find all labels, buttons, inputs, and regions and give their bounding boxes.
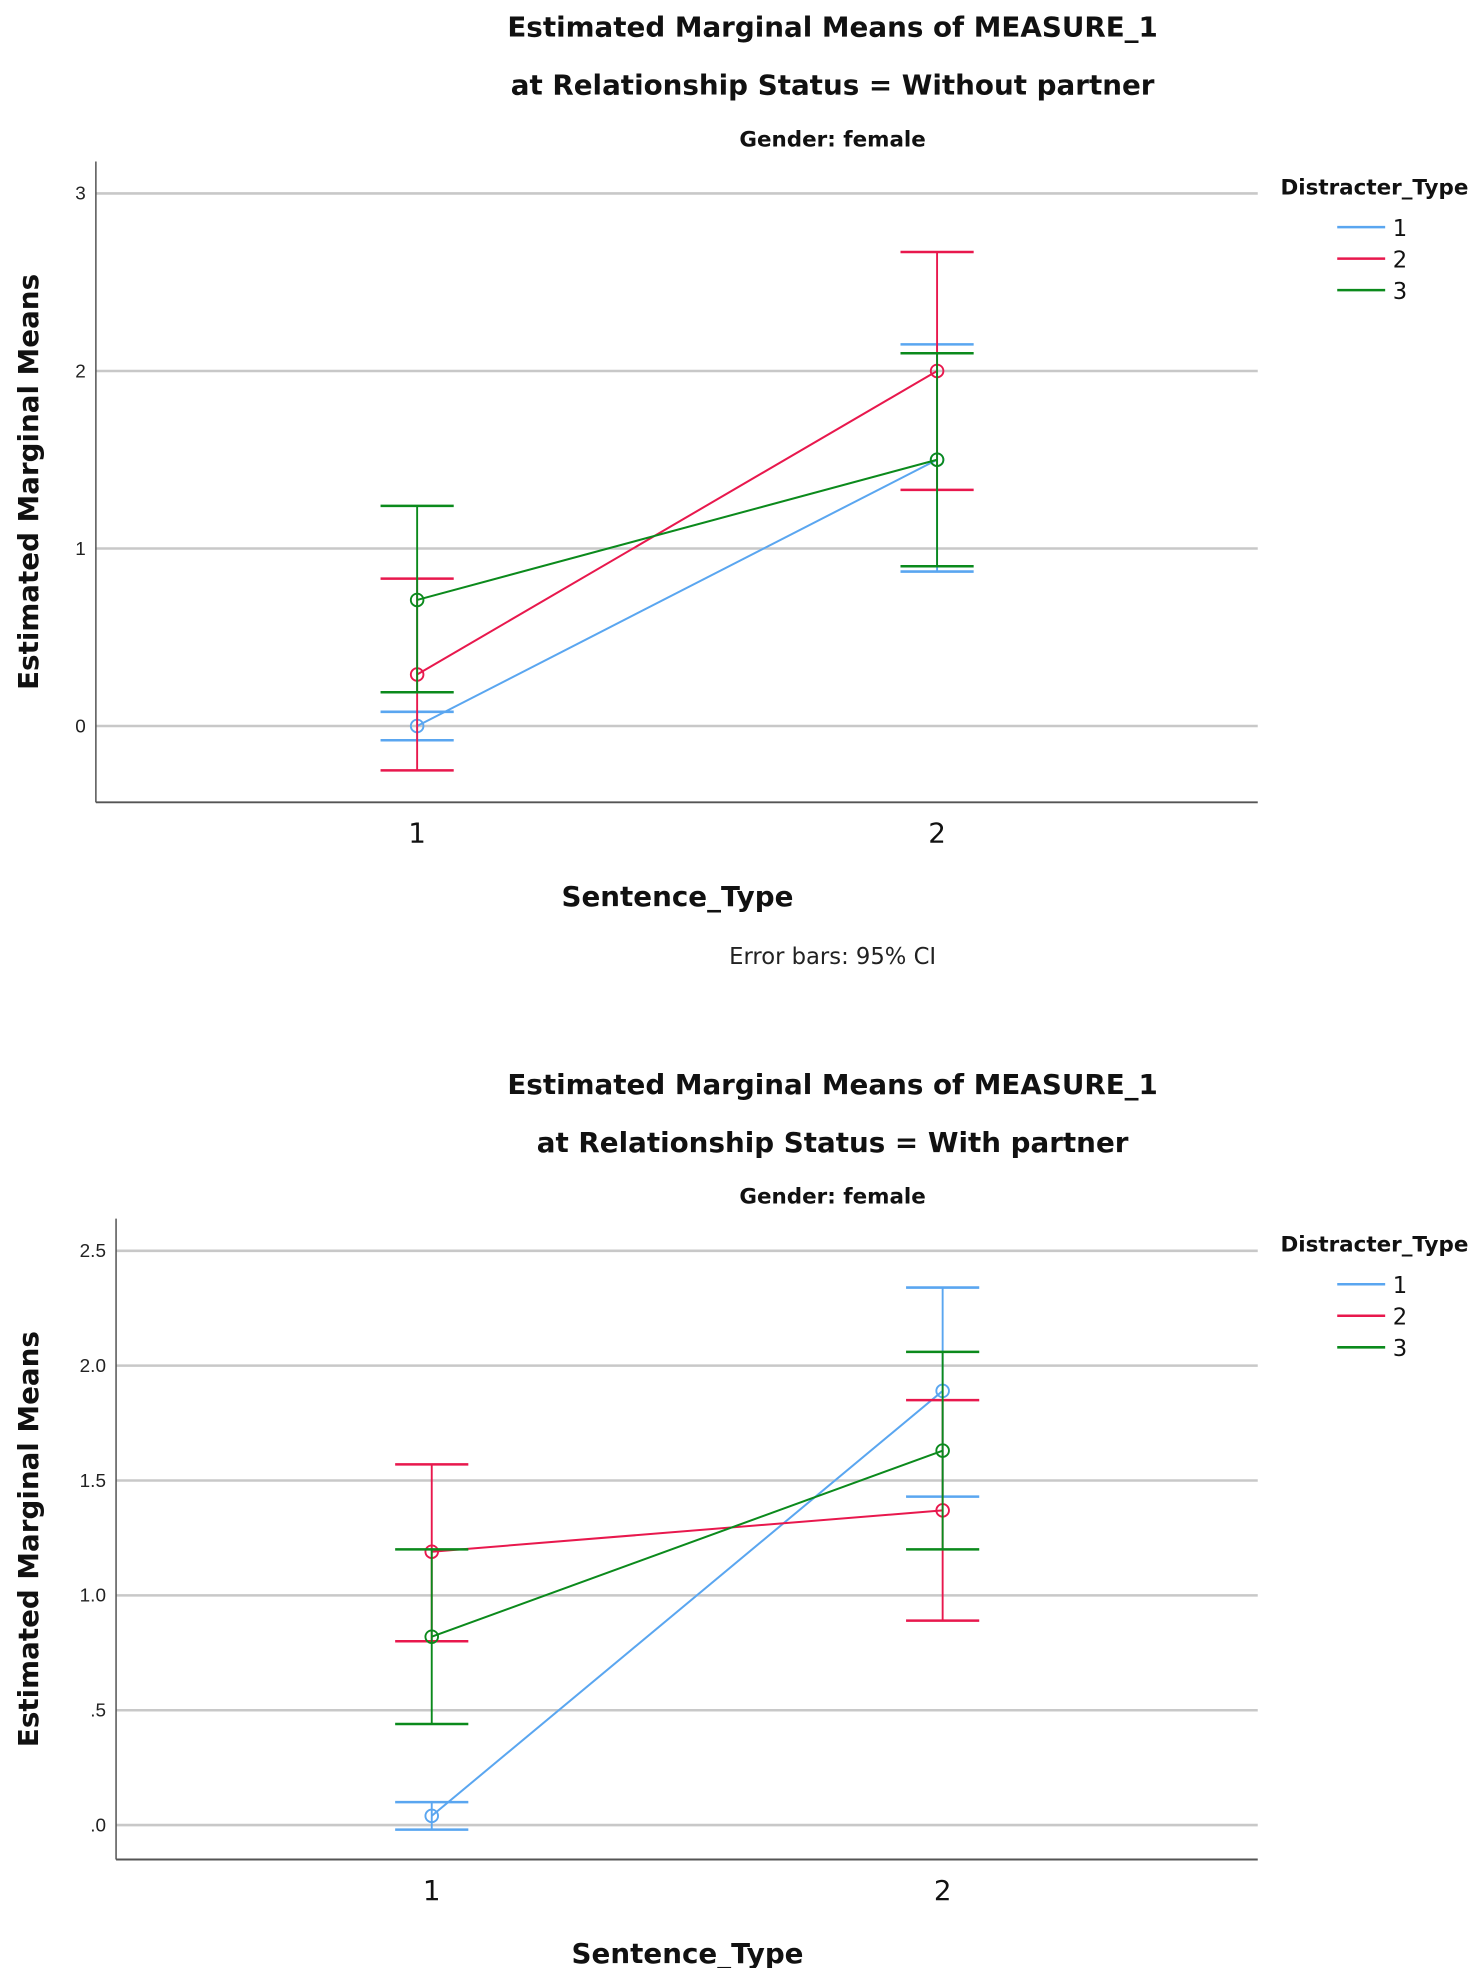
series-1	[395, 1286, 980, 1831]
series-line	[416, 370, 938, 676]
y-tick-label: 2	[75, 361, 86, 382]
y-tick-label: .0	[90, 1815, 106, 1836]
y-tick-label: 1	[75, 539, 86, 560]
legend-label-3: 3	[1393, 279, 1407, 305]
chart-with-partner: Estimated Marginal Means of MEASURE_1 at…	[12, 1068, 1469, 1968]
y-tick-label: 1.0	[80, 1586, 106, 1607]
x-tick-label: 1	[423, 1874, 441, 1907]
data-point	[929, 452, 945, 467]
series-2	[395, 1398, 980, 1643]
y-tick-label: .5	[90, 1701, 106, 1722]
legend-label-2: 2	[1393, 1305, 1407, 1331]
data-point	[424, 1629, 439, 1644]
series-line	[431, 1390, 944, 1817]
x-tick-label: 2	[928, 817, 946, 850]
y-axis-label: Estimated Marginal Means	[12, 1331, 45, 1747]
plot-area: 0 1 2 3 1 2 1 2 3	[75, 161, 1407, 850]
x-tick-label: 1	[408, 817, 426, 850]
series-line	[416, 458, 938, 727]
series-line	[416, 458, 938, 601]
series-1	[380, 343, 974, 742]
y-axis-label: Estimated Marginal Means	[12, 274, 45, 690]
y-tick-label: 2.5	[80, 1241, 106, 1262]
series-3	[380, 351, 974, 694]
series-line	[431, 1449, 943, 1638]
error-bars-note: Error bars: 95% CI	[729, 944, 936, 970]
chart-title: Estimated Marginal Means of MEASURE_1	[507, 1068, 1158, 1101]
chart-subtitle: Gender: female	[739, 127, 925, 152]
legend-label-2: 2	[1393, 247, 1407, 273]
chart-title-line2: at Relationship Status = With partner	[537, 1126, 1129, 1159]
data-point	[424, 1808, 439, 1824]
y-tick-label: 0	[75, 716, 86, 737]
legend-title: Distracter_Type	[1280, 1232, 1468, 1257]
y-tick-label: 3	[75, 184, 86, 205]
series-line	[431, 1509, 943, 1553]
legend-label-1: 1	[1393, 216, 1407, 242]
legend-label-1: 1	[1393, 1273, 1407, 1299]
x-axis-label: Sentence_Type	[561, 880, 793, 913]
plot-area: .0 .5 1.0 1.5 2.0 2.5 1 2 1 2 3	[80, 1218, 1407, 1907]
chart-title-line2: at Relationship Status = Without partner	[511, 69, 1155, 102]
x-axis-label: Sentence_Type	[572, 1937, 804, 1968]
series-2	[380, 250, 974, 772]
data-point	[935, 1443, 950, 1458]
legend-title: Distracter_Type	[1280, 175, 1468, 200]
data-point	[409, 592, 425, 608]
chart-title: Estimated Marginal Means of MEASURE_1	[507, 11, 1158, 44]
y-tick-label: 2.0	[80, 1356, 106, 1377]
chart-subtitle: Gender: female	[739, 1185, 925, 1210]
y-tick-label: 1.5	[80, 1471, 106, 1492]
legend-label-3: 3	[1393, 1336, 1407, 1362]
x-tick-label: 2	[934, 1874, 952, 1907]
series-3	[395, 1350, 980, 1726]
chart-without-partner: Estimated Marginal Means of MEASURE_1 at…	[12, 11, 1469, 970]
